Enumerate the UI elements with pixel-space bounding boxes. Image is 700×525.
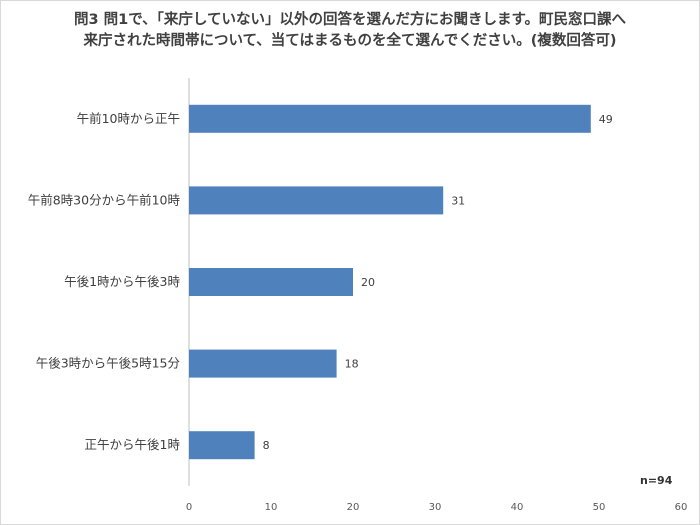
value-label-1: 31 [451, 194, 465, 207]
x-tick-labels: 0 10 20 30 40 50 60 [186, 502, 688, 513]
sample-size-label: n=94 [640, 474, 673, 487]
bar-0 [189, 104, 591, 133]
x-tick-label-4: 40 [511, 502, 524, 513]
value-label-3: 18 [345, 358, 359, 371]
value-label-0: 49 [599, 113, 613, 126]
bar-1 [189, 186, 444, 215]
category-label-2: 午後1時から午後3時 [64, 274, 180, 289]
x-tick-label-6: 60 [675, 502, 688, 513]
x-tick-label-3: 30 [429, 502, 442, 513]
chart-title: 問3 問1で、「来庁していない」以外の回答を選んだ方にお聞きします。町民窓口課へ… [73, 12, 626, 49]
x-tick-label-1: 10 [265, 502, 278, 513]
category-label-4: 正午から午後1時 [85, 437, 181, 452]
value-labels: 49 31 20 18 8 [263, 113, 613, 452]
x-tick-label-2: 20 [347, 502, 360, 513]
category-labels: 午前10時から正午午前8時30分から午前10時午後1時から午後3時午後3時から午… [28, 111, 181, 452]
value-label-4: 8 [263, 439, 270, 452]
x-tick-label-5: 50 [593, 502, 606, 513]
bar-3 [189, 349, 337, 378]
category-label-3: 午後3時から午後5時15分 [36, 356, 180, 371]
bar-4 [189, 431, 255, 460]
category-label-0: 午前10時から正午 [77, 111, 180, 126]
bars-group [189, 104, 591, 460]
category-label-1: 午前8時30分から午前10時 [28, 192, 181, 207]
x-tick-label-0: 0 [186, 502, 192, 513]
bar-2 [189, 268, 353, 296]
value-label-2: 20 [361, 276, 375, 289]
